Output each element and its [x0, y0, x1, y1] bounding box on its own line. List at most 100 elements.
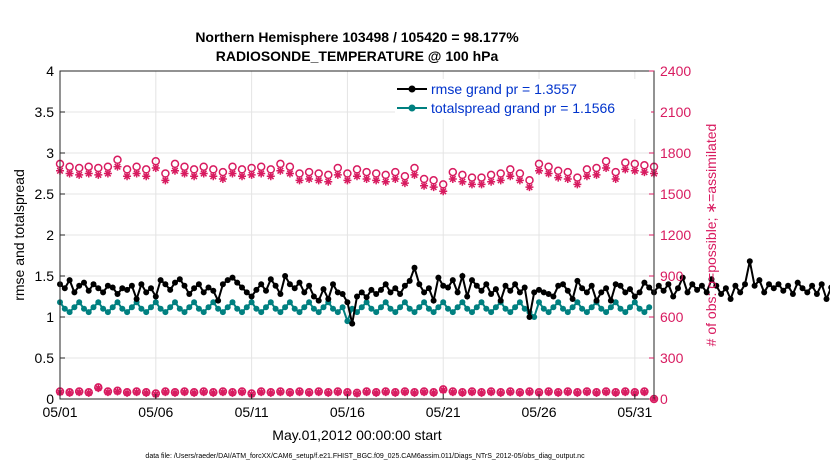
- obs-assimilated-series: [56, 162, 658, 196]
- rmse-point: [607, 297, 614, 304]
- rmse-point: [718, 291, 725, 297]
- rmse-point: [785, 282, 792, 289]
- obs-low-assimilated-point: [343, 388, 352, 397]
- totalspread-point: [66, 309, 73, 316]
- rmse-point: [416, 281, 423, 288]
- totalspread-point: [167, 304, 174, 311]
- rmse-point: [598, 289, 605, 296]
- obs-assimilated-point: [602, 164, 611, 173]
- rmse-point: [789, 291, 796, 297]
- totalspread-point: [205, 304, 212, 311]
- totalspread-point: [61, 305, 68, 312]
- totalspread-point: [531, 314, 538, 320]
- rmse-point: [564, 287, 571, 294]
- obs-assimilated-point: [123, 172, 132, 181]
- obs-low-assimilated-point: [410, 388, 419, 397]
- totalspread-point: [234, 305, 241, 312]
- totalspread-point: [464, 305, 471, 312]
- rmse-point: [109, 284, 116, 291]
- totalspread-point: [627, 304, 633, 311]
- obs-assimilated-point: [103, 169, 112, 178]
- rmse-point: [162, 281, 169, 288]
- obs-assimilated-point: [573, 180, 582, 189]
- totalspread-point: [507, 309, 514, 316]
- obs-assimilated-point: [630, 166, 639, 175]
- totalspread-point: [378, 304, 384, 311]
- obs-low-assimilated-point: [506, 388, 515, 397]
- totalspread-point: [583, 309, 590, 316]
- obs-assimilated-point: [544, 169, 553, 178]
- chart-title-line1: Northern Hemisphere 103498 / 105420 = 98…: [195, 29, 519, 45]
- obs-assimilated-point: [582, 172, 591, 181]
- obs-assimilated-point: [372, 176, 381, 185]
- rmse-point: [138, 281, 145, 288]
- totalspread-point: [473, 304, 480, 311]
- totalspread-point: [416, 304, 423, 311]
- totalspread-point: [411, 309, 418, 316]
- totalspread-point: [291, 305, 298, 312]
- totalspread-point: [617, 305, 624, 312]
- totalspread-point: [138, 305, 145, 312]
- rmse-point: [368, 286, 375, 293]
- rmse-point: [660, 287, 667, 294]
- rmse-point: [315, 297, 322, 304]
- obs-assimilated-point: [209, 172, 218, 181]
- y-right-tick-label: 1800: [660, 145, 691, 161]
- obs-assimilated-point: [563, 174, 572, 183]
- rmse-point: [756, 277, 763, 284]
- totalspread-point: [109, 304, 116, 311]
- obs-low-assimilated-point: [477, 388, 486, 397]
- rmse-point: [473, 282, 480, 289]
- rmse-point: [378, 286, 384, 293]
- rmse-point: [751, 282, 758, 289]
- obs-low-assimilated-point: [400, 388, 409, 397]
- rmse-point: [512, 281, 519, 288]
- totalspread-point: [100, 305, 107, 312]
- x-tick-label: 05/26: [522, 404, 557, 420]
- rmse-point: [809, 282, 816, 289]
- totalspread-point: [569, 304, 576, 311]
- y-left-tick-label: 1.5: [35, 268, 55, 284]
- obs-assimilated-point: [94, 170, 103, 179]
- obs-assimilated-point: [295, 176, 304, 185]
- rmse-point: [627, 286, 633, 293]
- y-right-tick-label: 0: [660, 391, 668, 407]
- totalspread-point: [387, 305, 394, 312]
- obs-low-assimilated-point: [496, 388, 505, 397]
- x-tick-label: 05/01: [42, 404, 77, 420]
- obs-low-assimilated-point: [640, 388, 649, 397]
- rmse-point: [81, 279, 87, 286]
- totalspread-point: [382, 299, 389, 306]
- rmse-point: [205, 284, 212, 291]
- obs-low-assimilated-point: [257, 388, 266, 397]
- totalspread-point: [430, 309, 437, 316]
- obs-low-assimilated-point: [94, 384, 103, 393]
- rmse-point: [703, 289, 710, 296]
- totalspread-point: [148, 304, 154, 311]
- obs-low-assimilated-point: [209, 388, 218, 397]
- rmse-point: [579, 285, 586, 292]
- obs-assimilated-point: [458, 177, 467, 186]
- obs-assimilated-point: [84, 169, 93, 178]
- rmse-point: [176, 276, 183, 283]
- totalspread-point: [200, 309, 207, 316]
- rmse-point: [766, 281, 772, 288]
- obs-low-assimilated-point: [381, 388, 390, 397]
- obs-low-assimilated-point: [199, 388, 208, 397]
- totalspread-point: [603, 309, 610, 316]
- totalspread-point: [406, 305, 413, 312]
- rmse-point: [382, 281, 389, 288]
- totalspread-point: [598, 305, 605, 312]
- obs-assimilated-point: [448, 174, 457, 183]
- totalspread-point: [119, 305, 126, 312]
- obs-assimilated-point: [429, 183, 438, 192]
- rmse-point: [449, 277, 456, 284]
- totalspread-point: [607, 304, 614, 311]
- obs-assimilated-point: [400, 179, 409, 188]
- rmse-series: [57, 258, 830, 327]
- rmse-point: [746, 258, 753, 265]
- obs-assimilated-point: [65, 169, 74, 178]
- obs-assimilated-point: [132, 169, 141, 178]
- totalspread-point: [104, 309, 111, 316]
- obs-assimilated-point: [266, 172, 275, 181]
